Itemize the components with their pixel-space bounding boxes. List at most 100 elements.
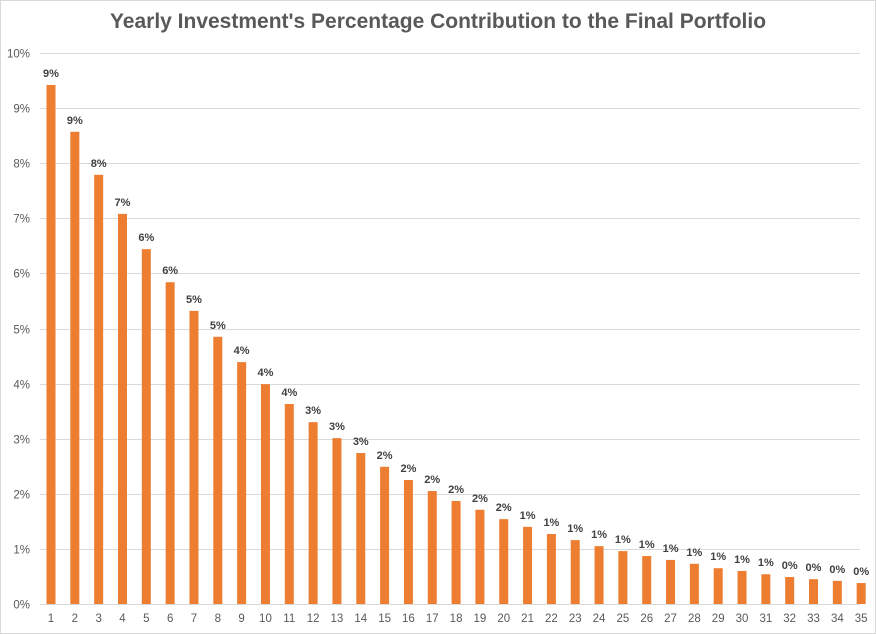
data-label: 1% — [734, 554, 750, 566]
x-tick-label: 9 — [238, 613, 244, 625]
x-tick-label: 17 — [426, 613, 439, 625]
x-tick-label: 4 — [119, 613, 126, 625]
y-tick-label: 9% — [13, 104, 30, 116]
bar — [308, 422, 318, 604]
x-tick-label: 35 — [855, 613, 868, 625]
bar — [213, 336, 223, 604]
data-label: 0% — [829, 564, 845, 576]
bar — [689, 563, 699, 604]
x-tick-label: 34 — [831, 613, 844, 625]
x-tick-label: 2 — [72, 613, 78, 625]
x-tick-label: 25 — [616, 613, 629, 625]
data-label: 1% — [591, 529, 607, 541]
data-label: 0% — [853, 566, 869, 578]
data-label: 2% — [448, 484, 464, 496]
x-tick-label: 28 — [688, 613, 701, 625]
bar — [356, 453, 366, 604]
bar — [475, 509, 485, 604]
x-tick-label: 30 — [736, 613, 749, 625]
data-label: 2% — [472, 493, 488, 505]
bar — [523, 526, 533, 604]
y-tick-label: 3% — [13, 435, 30, 447]
data-label: 1% — [686, 547, 702, 559]
bar — [594, 546, 604, 604]
bar — [761, 574, 771, 604]
y-tick-label: 0% — [13, 600, 30, 612]
y-tick-label: 1% — [13, 545, 30, 557]
data-label: 0% — [782, 560, 798, 572]
x-tick-label: 6 — [167, 613, 173, 625]
data-label: 9% — [67, 115, 83, 127]
x-tick-label: 8 — [215, 613, 221, 625]
bar — [570, 540, 580, 604]
data-label: 2% — [496, 502, 512, 514]
data-label: 0% — [806, 562, 822, 574]
x-tick-label: 11 — [283, 613, 295, 625]
bar — [403, 480, 413, 604]
x-tick-label: 14 — [354, 613, 367, 625]
x-tick-label: 20 — [497, 613, 510, 625]
chart-title: Yearly Investment's Percentage Contribut… — [109, 10, 767, 33]
bar — [856, 583, 866, 604]
x-tick-label: 3 — [95, 613, 101, 625]
bar — [427, 491, 437, 604]
x-tick-label: 15 — [378, 613, 391, 625]
x-tick-label: 18 — [450, 613, 463, 625]
y-tick-label: 2% — [13, 490, 30, 502]
bar — [141, 249, 151, 604]
data-label: 2% — [424, 474, 440, 486]
data-label: 5% — [210, 320, 226, 332]
data-label: 3% — [353, 436, 369, 448]
x-tick-label: 19 — [474, 613, 487, 625]
x-tick-label: 22 — [545, 613, 558, 625]
x-tick-label: 13 — [331, 613, 344, 625]
data-label: 3% — [305, 405, 321, 417]
data-label: 2% — [400, 463, 416, 475]
x-tick-label: 5 — [143, 613, 149, 625]
bar — [260, 384, 270, 604]
bar — [284, 403, 294, 604]
data-label: 1% — [710, 551, 726, 563]
x-tick-label: 27 — [664, 613, 677, 625]
y-tick-label: 10% — [7, 49, 30, 61]
bar — [117, 213, 127, 604]
data-label: 1% — [543, 517, 559, 529]
bar — [785, 577, 795, 604]
y-tick-label: 7% — [13, 214, 30, 226]
bar — [237, 362, 247, 604]
x-tick-label: 31 — [759, 613, 772, 625]
data-label: 1% — [663, 543, 679, 555]
data-label: 1% — [615, 534, 631, 546]
data-label: 8% — [91, 158, 107, 170]
bar — [332, 438, 342, 604]
x-tick-label: 23 — [569, 613, 582, 625]
bar — [546, 534, 556, 604]
bar — [189, 310, 199, 604]
data-label: 7% — [115, 197, 131, 209]
x-tick-label: 7 — [191, 613, 197, 625]
data-label: 1% — [639, 539, 655, 551]
data-label: 9% — [43, 68, 59, 80]
data-label: 6% — [138, 232, 154, 244]
x-tick-label: 24 — [593, 613, 606, 625]
bar — [642, 556, 652, 604]
x-tick-label: 16 — [402, 613, 415, 625]
x-tick-label: 10 — [259, 613, 272, 625]
bar — [451, 500, 461, 604]
bar — [380, 466, 390, 604]
data-label: 6% — [162, 265, 178, 277]
data-label: 4% — [281, 387, 297, 399]
x-tick-label: 29 — [712, 613, 725, 625]
data-label: 5% — [186, 294, 202, 306]
bar — [666, 559, 676, 604]
data-label: 4% — [258, 367, 274, 379]
bar — [499, 519, 509, 604]
data-label: 4% — [234, 345, 250, 357]
data-label: 2% — [377, 450, 393, 462]
x-tick-label: 33 — [807, 613, 820, 625]
data-label: 3% — [329, 421, 345, 433]
bar — [165, 282, 175, 604]
bar — [832, 580, 842, 604]
bar — [713, 568, 723, 604]
